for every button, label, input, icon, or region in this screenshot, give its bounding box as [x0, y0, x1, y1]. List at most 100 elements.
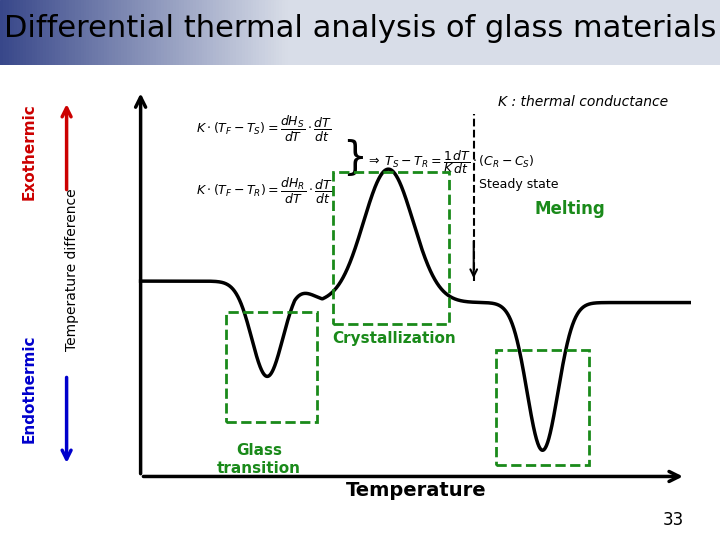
Bar [262, 0, 265, 65]
Bar [26, 0, 29, 65]
Bar [199, 0, 202, 65]
Bar [98, 0, 101, 65]
Text: $K \cdot (T_F - T_S) = \dfrac{dH_S}{dT} \cdot \dfrac{dT}{dt}$: $K \cdot (T_F - T_S) = \dfrac{dH_S}{dT} … [196, 114, 332, 144]
Bar [239, 0, 242, 65]
Text: $\Rightarrow \; T_S - T_R = \dfrac{1}{K}\dfrac{dT}{dt} \cdot (C_R - C_S)$: $\Rightarrow \; T_S - T_R = \dfrac{1}{K}… [366, 148, 535, 176]
Bar [135, 0, 138, 65]
Bar [17, 0, 20, 65]
Bar [138, 0, 141, 65]
Bar [121, 0, 124, 65]
Bar [193, 0, 196, 65]
Bar [141, 0, 144, 65]
Text: Differential thermal analysis of glass materials: Differential thermal analysis of glass m… [4, 14, 716, 43]
Bar [46, 0, 49, 65]
Bar [81, 0, 84, 65]
Bar [78, 0, 81, 65]
Bar [127, 0, 130, 65]
Bar [20, 0, 23, 65]
Bar [245, 0, 248, 65]
Bar [69, 0, 72, 65]
Bar [285, 0, 288, 65]
Text: $\}$: $\}$ [341, 137, 364, 178]
Bar [219, 0, 222, 65]
Bar [256, 0, 259, 65]
Bar [176, 0, 179, 65]
Text: Melting: Melting [535, 200, 606, 218]
Bar [84, 0, 86, 65]
Bar [3, 0, 6, 65]
Bar [92, 0, 95, 65]
Bar [9, 0, 12, 65]
Bar [196, 0, 199, 65]
Bar [173, 0, 176, 65]
Bar [184, 0, 187, 65]
Bar [130, 0, 132, 65]
Text: Endothermic: Endothermic [22, 335, 36, 443]
Bar [242, 0, 245, 65]
Bar [276, 0, 279, 65]
Bar [95, 0, 98, 65]
Bar [190, 0, 193, 65]
Bar [147, 0, 150, 65]
Bar [181, 0, 184, 65]
Bar [112, 0, 115, 65]
Bar [49, 0, 52, 65]
Bar [115, 0, 118, 65]
Bar [118, 0, 121, 65]
Text: K : thermal conductance: K : thermal conductance [498, 95, 669, 109]
Bar [268, 0, 271, 65]
Bar [233, 0, 236, 65]
Bar [167, 0, 170, 65]
Text: 33: 33 [662, 511, 684, 529]
Bar [37, 0, 40, 65]
Bar [288, 0, 720, 65]
Bar [282, 0, 285, 65]
Bar [222, 0, 225, 65]
Bar [259, 0, 262, 65]
Text: Crystallization: Crystallization [332, 331, 456, 346]
Bar [158, 0, 161, 65]
Bar [225, 0, 228, 65]
Bar [251, 0, 253, 65]
Bar [132, 0, 135, 65]
Bar [150, 0, 153, 65]
Bar [124, 0, 127, 65]
Text: Steady state: Steady state [480, 178, 559, 191]
Text: Temperature: Temperature [346, 481, 486, 500]
Bar [179, 0, 181, 65]
Bar [75, 0, 78, 65]
Bar [86, 0, 89, 65]
Bar [253, 0, 256, 65]
Bar [156, 0, 158, 65]
Bar [279, 0, 282, 65]
Bar [55, 0, 58, 65]
Text: Exothermic: Exothermic [22, 103, 36, 200]
Bar [274, 0, 276, 65]
Bar [265, 0, 268, 65]
Bar [144, 0, 147, 65]
Bar [207, 0, 210, 65]
Bar [153, 0, 156, 65]
Bar [210, 0, 213, 65]
Bar [23, 0, 26, 65]
Bar [170, 0, 173, 65]
Text: $K \cdot (T_F - T_R) = \dfrac{dH_R}{dT} \cdot \dfrac{dT}{dt}$: $K \cdot (T_F - T_R) = \dfrac{dH_R}{dT} … [196, 176, 333, 206]
Bar [43, 0, 46, 65]
Bar [104, 0, 107, 65]
Bar [228, 0, 230, 65]
Bar [216, 0, 219, 65]
Bar [52, 0, 55, 65]
Bar [202, 0, 204, 65]
Bar [29, 0, 32, 65]
Bar [161, 0, 164, 65]
Bar [213, 0, 216, 65]
Bar [248, 0, 251, 65]
Bar [12, 0, 14, 65]
Bar [14, 0, 17, 65]
Bar [35, 0, 37, 65]
Bar [187, 0, 190, 65]
Bar [109, 0, 112, 65]
Bar [63, 0, 66, 65]
Bar [66, 0, 69, 65]
Text: Glass
transition: Glass transition [217, 443, 301, 476]
